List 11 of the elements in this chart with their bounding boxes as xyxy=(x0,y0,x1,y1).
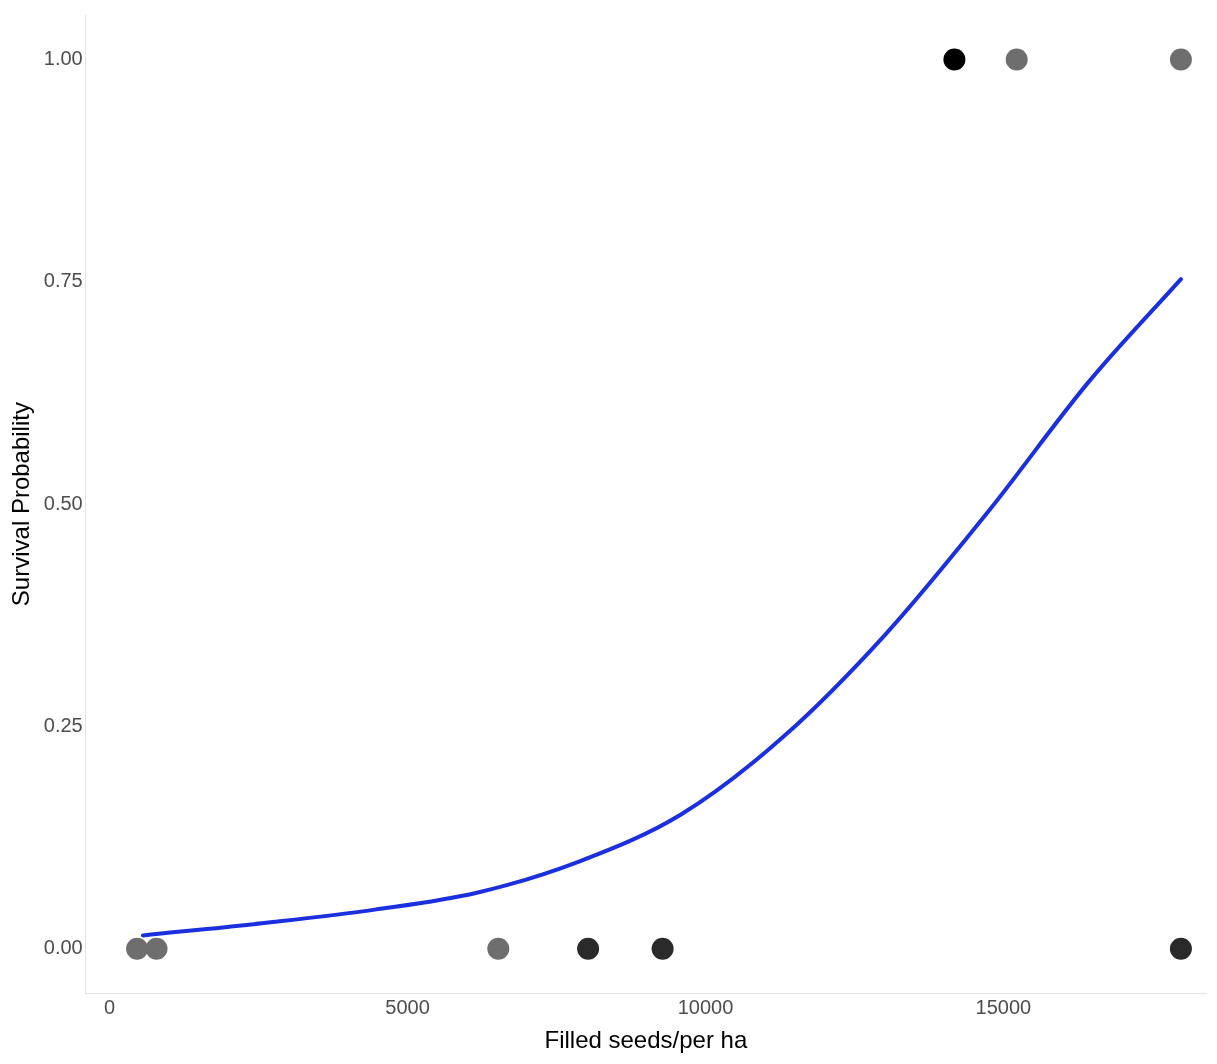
x-axis-title: Filled seeds/per ha xyxy=(544,1026,748,1054)
y-tick-label: 0.25 xyxy=(43,713,83,736)
x-tick-label: 0 xyxy=(104,995,116,1018)
y-axis-title: Survival Probability xyxy=(7,402,35,607)
y-tick-label: 0.00 xyxy=(43,936,83,959)
y-tick-label: 0.75 xyxy=(43,269,83,292)
x-tick-label: 15000 xyxy=(975,995,1032,1018)
x-tick-label: 10000 xyxy=(677,995,734,1018)
x-tick-label: 5000 xyxy=(385,995,430,1018)
y-tick-label: 0.50 xyxy=(43,491,83,514)
y-tick-label: 1.00 xyxy=(43,46,83,69)
